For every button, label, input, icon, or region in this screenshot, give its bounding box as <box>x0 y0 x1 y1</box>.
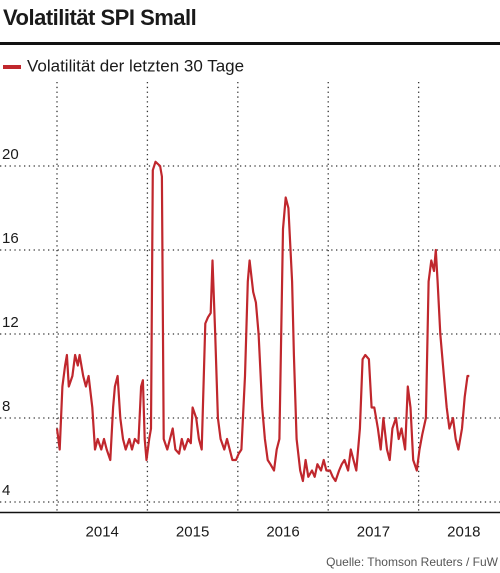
y-tick-label: 4 <box>2 482 10 499</box>
chart-title: Volatilität SPI Small <box>3 5 196 30</box>
x-tick-label: 2018 <box>447 523 480 540</box>
legend-label: Volatilität der letzten 30 Tage <box>27 56 244 75</box>
source: Quelle: Thomson Reuters / FuW <box>326 555 499 569</box>
y-tick-label: 8 <box>2 398 10 415</box>
y-tick-label: 12 <box>2 314 19 331</box>
title-rule <box>0 42 500 45</box>
x-tick-label: 2017 <box>357 523 390 540</box>
y-tick-label: 16 <box>2 230 19 247</box>
x-tick-label: 2014 <box>86 523 119 540</box>
y-tick-label: 20 <box>2 146 19 163</box>
series-line <box>55 160 470 483</box>
x-tick-label: 2016 <box>266 523 299 540</box>
x-tick-label: 2015 <box>176 523 209 540</box>
